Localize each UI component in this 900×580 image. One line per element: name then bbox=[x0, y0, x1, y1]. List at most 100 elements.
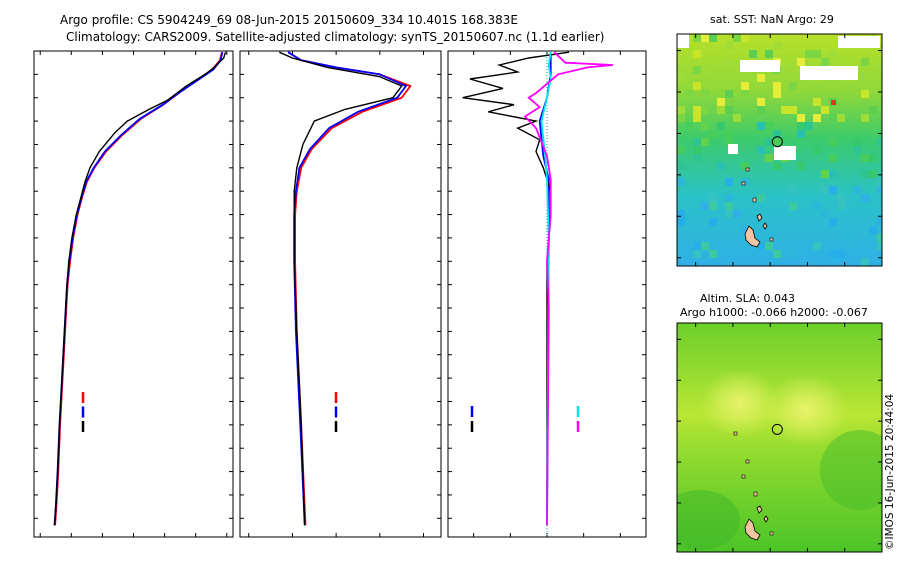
sst-pixel bbox=[845, 234, 853, 242]
sst-pixel bbox=[741, 82, 749, 90]
sst-pixel bbox=[773, 250, 781, 258]
island-land bbox=[752, 197, 757, 203]
sst-pixel bbox=[757, 194, 765, 202]
sst-pixel bbox=[813, 114, 821, 122]
argo-float-marker bbox=[771, 136, 783, 148]
sst-pixel bbox=[741, 34, 749, 42]
argo-float-marker bbox=[771, 423, 783, 435]
sst-pixel bbox=[749, 266, 757, 274]
sst-pixel bbox=[829, 186, 837, 194]
island-land bbox=[741, 181, 746, 186]
sst-pixel bbox=[677, 218, 685, 226]
sst-pixel bbox=[765, 122, 773, 130]
sst-pixel bbox=[701, 66, 709, 74]
sst-pixel bbox=[765, 266, 773, 274]
sst-pixel bbox=[789, 202, 797, 210]
sst-pixel bbox=[717, 98, 725, 106]
sst-pixel bbox=[797, 58, 805, 66]
sst-pixel bbox=[861, 114, 869, 122]
sst-pixel bbox=[821, 58, 829, 66]
island-land bbox=[769, 531, 774, 536]
sst-pixel bbox=[821, 106, 829, 114]
sst-pixel bbox=[741, 90, 749, 98]
sst-pixel bbox=[829, 154, 837, 162]
sst-pixel bbox=[829, 50, 837, 58]
temperature-series-black-line bbox=[53, 51, 227, 526]
sst-pixel bbox=[725, 194, 733, 202]
sst-cloud-mask bbox=[774, 146, 796, 160]
sst-pixel bbox=[821, 210, 829, 218]
sst-pixel bbox=[773, 82, 781, 90]
temperature-panel bbox=[33, 50, 234, 538]
island-land bbox=[769, 237, 774, 242]
sst-pixel bbox=[693, 138, 701, 146]
sst-pixel bbox=[805, 122, 813, 130]
sst-pixel bbox=[781, 106, 789, 114]
sst-pixel bbox=[765, 154, 773, 162]
sst-pixel bbox=[741, 162, 749, 170]
sst-hot-pixel bbox=[831, 100, 836, 105]
sst-pixel bbox=[797, 130, 805, 138]
sst-map-title: sat. SST: NaN Argo: 29 bbox=[710, 13, 834, 26]
island-land bbox=[753, 491, 758, 497]
sst-pixel bbox=[709, 250, 717, 258]
sst-pixel bbox=[677, 74, 685, 82]
sst-pixel bbox=[677, 266, 685, 274]
sst-pixel bbox=[701, 106, 709, 114]
sst-pixel bbox=[765, 242, 773, 250]
sst-pixel bbox=[749, 50, 757, 58]
sst-pixel bbox=[861, 170, 869, 178]
sst-pixel bbox=[877, 138, 882, 146]
sst-pixel bbox=[853, 138, 861, 146]
island-land bbox=[733, 431, 738, 436]
sst-pixel bbox=[821, 170, 829, 178]
sst-pixel bbox=[757, 242, 765, 250]
sst-pixel bbox=[693, 154, 701, 162]
sst-pixel bbox=[725, 210, 733, 218]
sst-map: sat. SST: NaN Argo: 29 bbox=[676, 13, 883, 274]
sst-pixel bbox=[877, 186, 882, 194]
sst-pixel bbox=[861, 90, 869, 98]
sla-map-axes bbox=[677, 323, 882, 552]
sla-high-anomaly bbox=[700, 369, 780, 437]
sst-pixel bbox=[701, 138, 709, 146]
salinity-panel bbox=[239, 50, 442, 538]
sst-pixel bbox=[725, 178, 733, 186]
sst-pixel bbox=[773, 90, 781, 98]
sla-map-title: Altim. SLA: 0.043 bbox=[700, 292, 795, 305]
sst-map-axes bbox=[677, 34, 882, 266]
sst-pixel bbox=[693, 146, 701, 154]
sst-pixel bbox=[677, 210, 685, 218]
sst-pixel bbox=[685, 258, 693, 266]
sst-pixel bbox=[837, 114, 845, 122]
sst-pixel bbox=[693, 106, 701, 114]
watermark: ©IMOS 16-Jun-2015 20:44:04 bbox=[884, 394, 896, 550]
sst-pixel bbox=[797, 162, 805, 170]
sst-pixel bbox=[829, 170, 837, 178]
sst-pixel bbox=[725, 202, 733, 210]
sst-pixel bbox=[701, 202, 709, 210]
sst-pixel bbox=[813, 258, 821, 266]
sst-pixel bbox=[765, 50, 773, 58]
sst-pixel bbox=[813, 146, 821, 154]
sst-pixel bbox=[869, 226, 877, 234]
sst-pixel bbox=[861, 58, 869, 66]
sst-pixel bbox=[773, 42, 781, 50]
sst-pixel bbox=[829, 218, 837, 226]
sst-pixel bbox=[677, 178, 685, 186]
sst-pixel bbox=[797, 122, 805, 130]
island-land bbox=[744, 225, 761, 248]
sst-cloud-mask bbox=[740, 60, 780, 72]
title-line1: Argo profile: CS 5904249_69 08-Jun-2015 … bbox=[60, 13, 518, 27]
sst-pixel bbox=[701, 90, 709, 98]
sst-pixel bbox=[717, 106, 725, 114]
sst-pixel bbox=[701, 34, 709, 42]
sst-pixel bbox=[725, 42, 733, 50]
sst-pixel bbox=[773, 162, 781, 170]
sst-pixel bbox=[789, 186, 797, 194]
sst-pixel bbox=[733, 34, 741, 42]
sst-pixel bbox=[829, 114, 837, 122]
sst-pixel bbox=[789, 106, 797, 114]
island-land bbox=[762, 222, 768, 230]
sst-pixel bbox=[709, 202, 717, 210]
